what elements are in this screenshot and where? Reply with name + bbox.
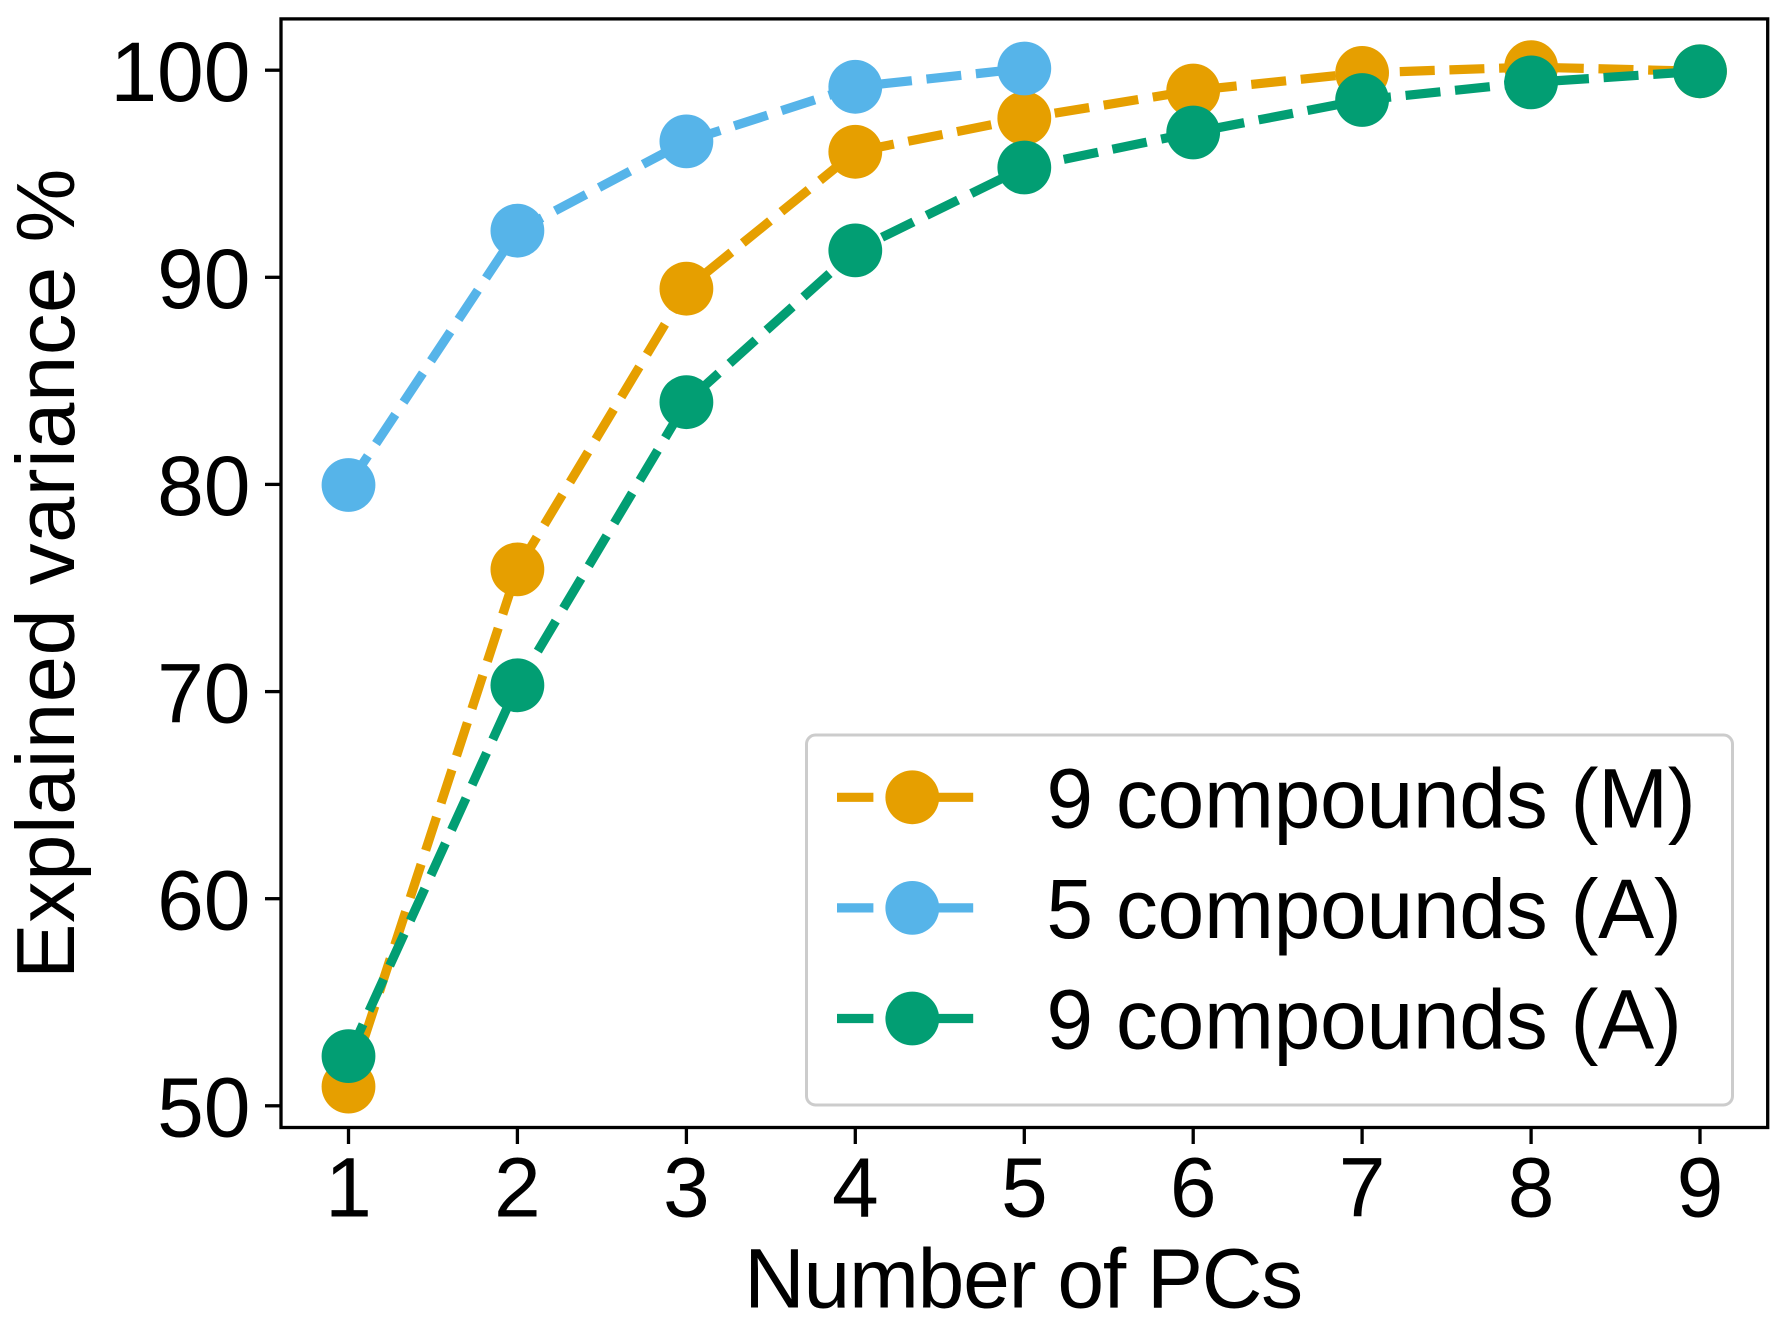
svg-text:8: 8 — [1508, 1141, 1555, 1235]
svg-text:90: 90 — [157, 232, 250, 326]
svg-text:3: 3 — [663, 1141, 710, 1235]
svg-text:2: 2 — [494, 1141, 541, 1235]
svg-text:60: 60 — [157, 853, 250, 947]
svg-text:5 compounds (A): 5 compounds (A) — [1046, 862, 1681, 956]
svg-text:9 compounds (M): 9 compounds (M) — [1046, 751, 1695, 845]
svg-text:50: 50 — [157, 1061, 250, 1155]
svg-text:80: 80 — [157, 439, 250, 533]
svg-text:70: 70 — [157, 646, 250, 740]
svg-text:Explained variance %: Explained variance % — [0, 168, 92, 979]
svg-text:6: 6 — [1170, 1141, 1217, 1235]
svg-text:7: 7 — [1339, 1141, 1386, 1235]
svg-text:1: 1 — [325, 1141, 372, 1235]
svg-text:Number of PCs: Number of PCs — [744, 1232, 1302, 1324]
svg-text:4: 4 — [832, 1141, 879, 1235]
svg-text:100: 100 — [110, 25, 250, 119]
svg-text:9 compounds (A): 9 compounds (A) — [1046, 973, 1681, 1067]
svg-text:5: 5 — [1001, 1141, 1048, 1235]
svg-text:9: 9 — [1677, 1141, 1724, 1235]
